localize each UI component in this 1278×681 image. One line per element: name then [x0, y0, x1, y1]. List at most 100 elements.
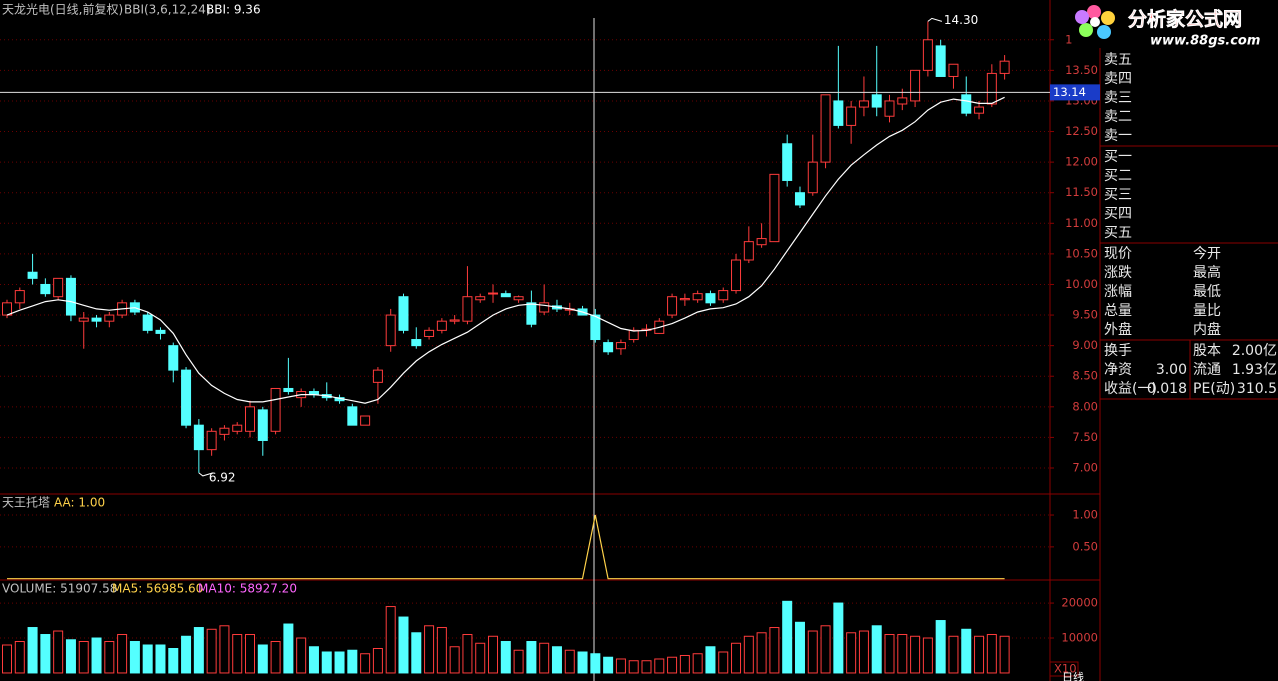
panel-text: 现价 — [1104, 246, 1132, 262]
candle-body — [462, 296, 473, 322]
volume-ma10: MA10: 58927.20 — [198, 582, 297, 596]
volume-bar — [986, 634, 997, 674]
candle-body — [424, 329, 435, 337]
volume-bar — [692, 653, 703, 674]
volume-bar — [526, 641, 537, 674]
volume-bar — [155, 644, 166, 674]
volume-bar — [411, 632, 422, 674]
volume-readout: VOLUME: 51907.58 — [2, 582, 117, 596]
y-tick-label: 11.50 — [1065, 185, 1098, 199]
volume-bar — [820, 625, 831, 674]
volume-bar — [257, 644, 268, 674]
candle-body — [692, 293, 703, 301]
candle-body — [2, 302, 12, 316]
panel-text: 2.00亿 — [1232, 343, 1277, 359]
candle-body — [245, 406, 256, 432]
candle-body — [922, 39, 933, 71]
panel-text: 量比 — [1193, 303, 1221, 319]
candle-body — [78, 317, 89, 322]
volume-bar — [641, 660, 652, 674]
candle-body — [718, 290, 729, 301]
volume-bar — [53, 630, 64, 674]
panel-text: 买四 — [1104, 206, 1132, 222]
cursor-price-label: 13.14 — [1053, 85, 1086, 99]
y-tick-label: 12.00 — [1065, 155, 1098, 169]
candle-body — [603, 342, 614, 353]
candle-body — [27, 271, 38, 279]
candle-body — [513, 296, 524, 301]
volume-bar — [910, 635, 921, 674]
candle-body — [986, 72, 997, 105]
panel-text: 卖三 — [1104, 90, 1132, 106]
candle-body — [436, 320, 447, 331]
volume-bar — [385, 606, 396, 674]
candle-body — [181, 369, 192, 426]
volume-bar — [104, 641, 115, 674]
volume-bar — [718, 651, 729, 674]
volume-bar — [794, 621, 805, 674]
indicator-readout: AA: 1.00 — [54, 496, 105, 510]
y-tick-label: 13.50 — [1065, 63, 1098, 77]
volume-bar — [449, 646, 460, 674]
panel-text: 涨跌 — [1104, 265, 1132, 281]
panel-text: 最高 — [1193, 264, 1221, 281]
panel-text: 收益(一) — [1104, 381, 1157, 397]
max-pointer — [927, 17, 943, 22]
volume-bar — [705, 646, 716, 674]
candle-body — [705, 293, 716, 304]
volume-bar — [846, 632, 857, 674]
panel-text: 卖二 — [1104, 109, 1132, 125]
y-tick-label: 20000 — [1061, 596, 1098, 610]
volume-bar — [245, 634, 256, 674]
candle-body — [782, 143, 793, 181]
candle-body — [104, 314, 115, 322]
y-tick-label: 0.50 — [1072, 539, 1098, 553]
candle-body — [961, 94, 972, 114]
volume-bar — [168, 647, 179, 674]
candle-body — [360, 415, 371, 426]
panel-text: 买二 — [1104, 168, 1132, 184]
panel-text: 总量 — [1104, 303, 1132, 319]
panel-text: 卖四 — [1104, 71, 1132, 87]
candle-body — [411, 339, 422, 347]
logo: 分析家公式网 www.88gs.com — [1072, 0, 1278, 49]
candle-body — [155, 329, 166, 334]
scale-label: X10 — [1054, 662, 1077, 676]
volume-bar — [551, 646, 562, 674]
panel-text: 卖一 — [1104, 128, 1132, 144]
candle-body — [53, 277, 64, 298]
panel-text: 卖五 — [1104, 52, 1132, 68]
volume-bar — [769, 627, 780, 674]
indicator-title: 天王托塔 — [2, 496, 50, 510]
candle-body — [500, 293, 511, 298]
volume-bar — [488, 635, 499, 674]
logo-name: 分析家公式网 — [1128, 8, 1242, 31]
candle-body — [807, 161, 818, 194]
volume-bar — [833, 602, 844, 674]
volume-bar — [858, 630, 869, 674]
volume-bar — [897, 634, 908, 674]
volume-bar — [577, 651, 588, 674]
y-tick-label: 10.50 — [1065, 246, 1098, 260]
candle-body — [794, 192, 805, 206]
y-tick-label: 11.00 — [1065, 216, 1098, 230]
candle-body — [999, 60, 1010, 74]
volume-bar — [270, 641, 281, 674]
series-line — [6, 96, 1005, 404]
candle-body — [667, 296, 678, 316]
volume-bar — [654, 658, 665, 674]
volume-bar — [308, 646, 319, 674]
volume-ma5: MA5: 56985.60 — [112, 582, 203, 596]
volume-bar — [513, 649, 524, 674]
volume-bar — [999, 635, 1010, 674]
candle-body — [833, 100, 844, 126]
candle-body — [756, 238, 767, 246]
panel-text: 310.5 — [1237, 381, 1277, 397]
candle-body — [679, 298, 690, 301]
y-tick-label: 8.50 — [1072, 369, 1098, 383]
candle-body — [40, 283, 51, 295]
volume-bar — [974, 635, 985, 674]
volume-bar — [91, 637, 102, 674]
volume-bar — [500, 641, 511, 674]
